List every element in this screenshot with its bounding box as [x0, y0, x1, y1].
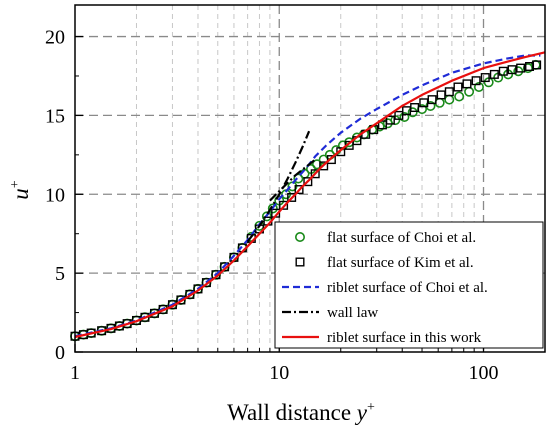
data-point [319, 161, 329, 171]
data-point [287, 192, 297, 202]
y-axis-label: u+ [8, 180, 33, 200]
legend-item: flat surface of Kim et al. [295, 255, 474, 271]
series-line [269, 158, 316, 202]
data-point [385, 115, 395, 125]
legend-item: flat surface of Choi et al. [294, 230, 476, 246]
legend-marker-circle [294, 232, 305, 243]
series-2 [74, 54, 541, 338]
series-line [74, 51, 546, 339]
series-line [246, 130, 311, 243]
legend: flat surface of Choi et al. flat surface … [274, 221, 544, 349]
data-point [410, 103, 420, 113]
legend-label: riblet surface of Choi et al. [327, 280, 488, 296]
x-tick-label: 100 [469, 362, 499, 384]
series-4 [269, 158, 316, 202]
data-point [516, 63, 526, 73]
data-point [464, 86, 475, 97]
data-point [310, 169, 320, 179]
data-point [453, 82, 463, 92]
data-point [267, 203, 278, 214]
data-point [462, 79, 472, 89]
data-point [279, 200, 289, 210]
y-tick-label: 15 [45, 105, 65, 127]
y-tick-label: 0 [55, 342, 65, 364]
plot-frame [74, 4, 546, 353]
data-point [473, 82, 484, 93]
legend-label: flat surface of Kim et al. [327, 255, 474, 271]
y-tick-label: 5 [55, 263, 65, 285]
legend-label: riblet surface in this work [327, 330, 482, 346]
data-point [507, 65, 517, 75]
data-point [498, 66, 508, 76]
data-point [407, 107, 418, 118]
data-point [480, 73, 490, 83]
data-point [434, 97, 445, 108]
data-point [377, 120, 387, 130]
series-3 [246, 130, 311, 243]
data-point [303, 177, 313, 187]
data-point [326, 155, 336, 165]
data-point [336, 147, 346, 157]
data-point [471, 76, 481, 86]
data-point [427, 95, 437, 105]
axis-ticks: 1 10 100 0 5 10 15 20 [45, 27, 546, 384]
data-point [444, 87, 454, 97]
legend-item: wall law [282, 305, 378, 321]
y-tick-label: 10 [45, 184, 65, 206]
data-point [489, 69, 499, 79]
legend-item: riblet surface in this work [282, 330, 482, 346]
legend-box [274, 221, 544, 349]
x-tick-label: 10 [269, 362, 289, 384]
plot-series [70, 51, 546, 342]
data-point [454, 91, 465, 102]
data-point [261, 211, 272, 222]
series-5 [74, 51, 546, 339]
legend-label: wall law [327, 305, 378, 321]
y-tick-label: 20 [45, 27, 65, 49]
series-line [74, 54, 541, 338]
legend-marker-square [295, 257, 305, 267]
legend-item: riblet surface of Choi et al. [282, 280, 488, 296]
x-tick-label: 1 [70, 362, 80, 384]
data-point [294, 185, 304, 195]
data-point [399, 111, 410, 122]
legend-label: flat surface of Choi et al. [327, 230, 476, 246]
x-axis-label: Wall distance y+ [227, 400, 375, 425]
data-point [311, 159, 322, 170]
data-point [532, 60, 542, 70]
data-point [394, 110, 404, 120]
